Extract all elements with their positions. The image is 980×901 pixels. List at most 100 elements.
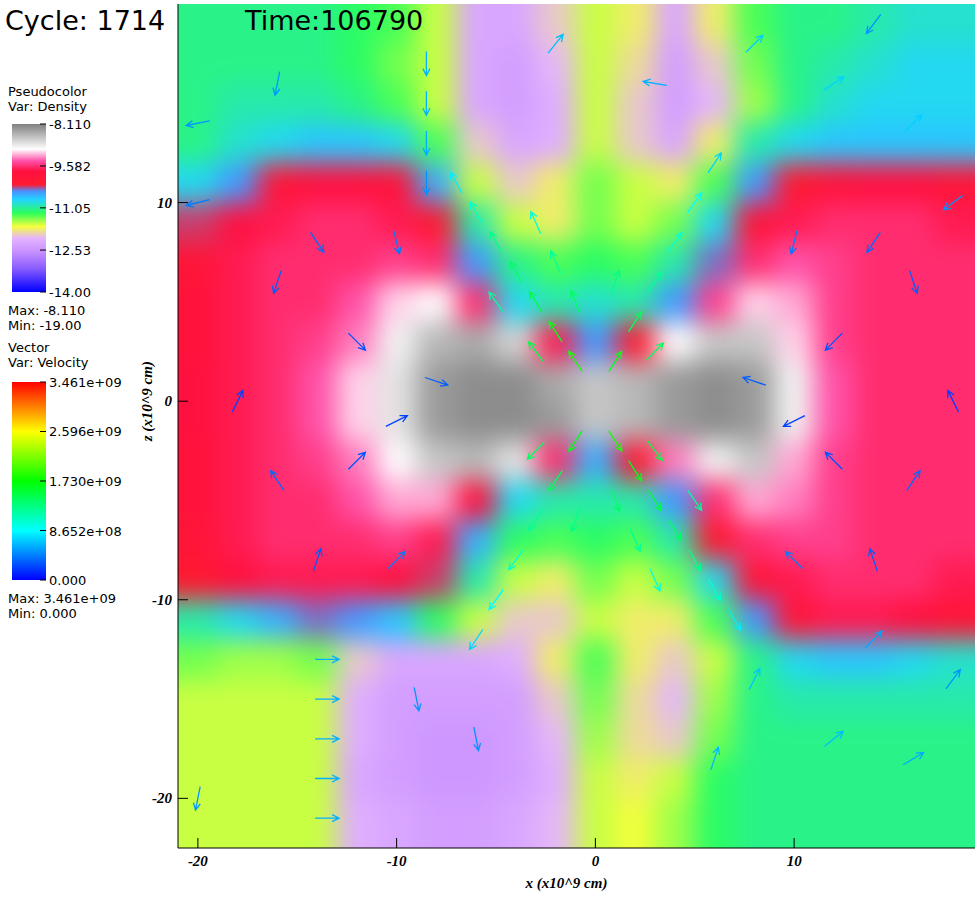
density-cell bbox=[854, 798, 894, 848]
density-cell bbox=[178, 441, 218, 481]
colorbar-tick-label: 8.652e+08 bbox=[49, 524, 122, 539]
velocity-arrow bbox=[548, 34, 563, 53]
density-cell bbox=[933, 361, 975, 401]
density-cell bbox=[576, 83, 616, 123]
density-cell bbox=[258, 600, 298, 640]
density-cell bbox=[536, 163, 576, 203]
density-cell bbox=[933, 322, 975, 362]
density-cell bbox=[456, 322, 496, 362]
density-cell bbox=[178, 719, 218, 759]
velocity-arrow bbox=[348, 452, 365, 469]
velocity-arrow bbox=[708, 153, 721, 173]
density-cell bbox=[576, 163, 616, 203]
density-cell bbox=[615, 401, 655, 441]
density-cell bbox=[655, 282, 695, 322]
density-cell bbox=[178, 481, 218, 521]
density-cell bbox=[774, 600, 814, 640]
velocity-arrow bbox=[423, 52, 430, 76]
velocity-arrow bbox=[948, 390, 959, 412]
density-cell bbox=[456, 560, 496, 600]
density-cell bbox=[377, 83, 417, 123]
density-cell bbox=[496, 163, 536, 203]
density-cell bbox=[456, 83, 496, 123]
density-cell bbox=[178, 242, 218, 282]
colorbar bbox=[12, 382, 46, 580]
y-axis-line bbox=[178, 4, 179, 848]
density-cell bbox=[854, 560, 894, 600]
density-cell bbox=[576, 639, 616, 679]
density-cell bbox=[417, 163, 457, 203]
density-cell bbox=[615, 123, 655, 163]
density-cell bbox=[377, 322, 417, 362]
density-cell bbox=[417, 759, 457, 799]
velocity-arrow bbox=[194, 787, 201, 811]
density-cell bbox=[536, 44, 576, 84]
density-cell bbox=[615, 520, 655, 560]
density-cell bbox=[774, 401, 814, 441]
velocity-vectors bbox=[186, 14, 963, 821]
velocity-arrow bbox=[570, 291, 579, 313]
density-cell bbox=[735, 798, 775, 848]
density-cell bbox=[735, 401, 775, 441]
velocity-arrow bbox=[688, 193, 702, 213]
density-cell bbox=[218, 481, 258, 521]
density-cell bbox=[258, 361, 298, 401]
density-cell bbox=[297, 441, 337, 481]
density-cell bbox=[735, 520, 775, 560]
density-cell bbox=[258, 44, 298, 84]
density-cell bbox=[337, 441, 377, 481]
density-cell bbox=[536, 401, 576, 441]
velocity-arrow bbox=[470, 202, 482, 223]
density-cell bbox=[774, 83, 814, 123]
y-tick bbox=[178, 401, 188, 402]
density-cell bbox=[218, 242, 258, 282]
velocity-arrow bbox=[903, 753, 924, 765]
density-cell bbox=[615, 44, 655, 84]
density-cell bbox=[417, 401, 457, 441]
figure: -20-10010-20-10010x (x10^9 cm)z (x10^9 c… bbox=[0, 0, 980, 901]
density-cell bbox=[774, 560, 814, 600]
colorbar-tick-label: -8.110 bbox=[49, 117, 91, 132]
density-cell bbox=[496, 203, 536, 243]
velocity-arrow bbox=[609, 431, 622, 451]
density-cell bbox=[695, 759, 735, 799]
density-cell bbox=[735, 481, 775, 521]
velocity-arrow bbox=[425, 378, 448, 387]
density-cell bbox=[496, 481, 536, 521]
density-cell bbox=[933, 759, 975, 799]
density-cell bbox=[377, 401, 417, 441]
density-cell bbox=[576, 44, 616, 84]
density-cell bbox=[258, 441, 298, 481]
density-cell bbox=[496, 282, 536, 322]
x-tick-label: -20 bbox=[188, 853, 208, 869]
density-cell bbox=[377, 361, 417, 401]
density-cell bbox=[854, 441, 894, 481]
density-cell bbox=[894, 44, 934, 84]
density-cell bbox=[695, 401, 735, 441]
velocity-arrow bbox=[569, 352, 582, 372]
colorbar-tick bbox=[40, 431, 46, 432]
density-cell bbox=[655, 679, 695, 719]
density-cell bbox=[894, 679, 934, 719]
velocity-arrow bbox=[423, 131, 430, 155]
density-cell bbox=[933, 719, 975, 759]
velocity-arrow bbox=[743, 376, 766, 385]
density-cell bbox=[178, 203, 218, 243]
density-cell bbox=[655, 4, 695, 44]
density-cell bbox=[178, 83, 218, 123]
density-cell bbox=[774, 441, 814, 481]
density-cell bbox=[258, 203, 298, 243]
density-cell bbox=[774, 759, 814, 799]
density-cell bbox=[576, 203, 616, 243]
density-cell bbox=[695, 83, 735, 123]
density-cell bbox=[735, 123, 775, 163]
density-cell bbox=[456, 600, 496, 640]
density-cell bbox=[814, 719, 854, 759]
colorbar-tick bbox=[40, 292, 46, 293]
density-cell bbox=[377, 282, 417, 322]
density-cell bbox=[258, 798, 298, 848]
velocity-arrow bbox=[311, 232, 324, 252]
density-cell bbox=[576, 560, 616, 600]
density-cell bbox=[576, 520, 616, 560]
density-cell bbox=[735, 719, 775, 759]
